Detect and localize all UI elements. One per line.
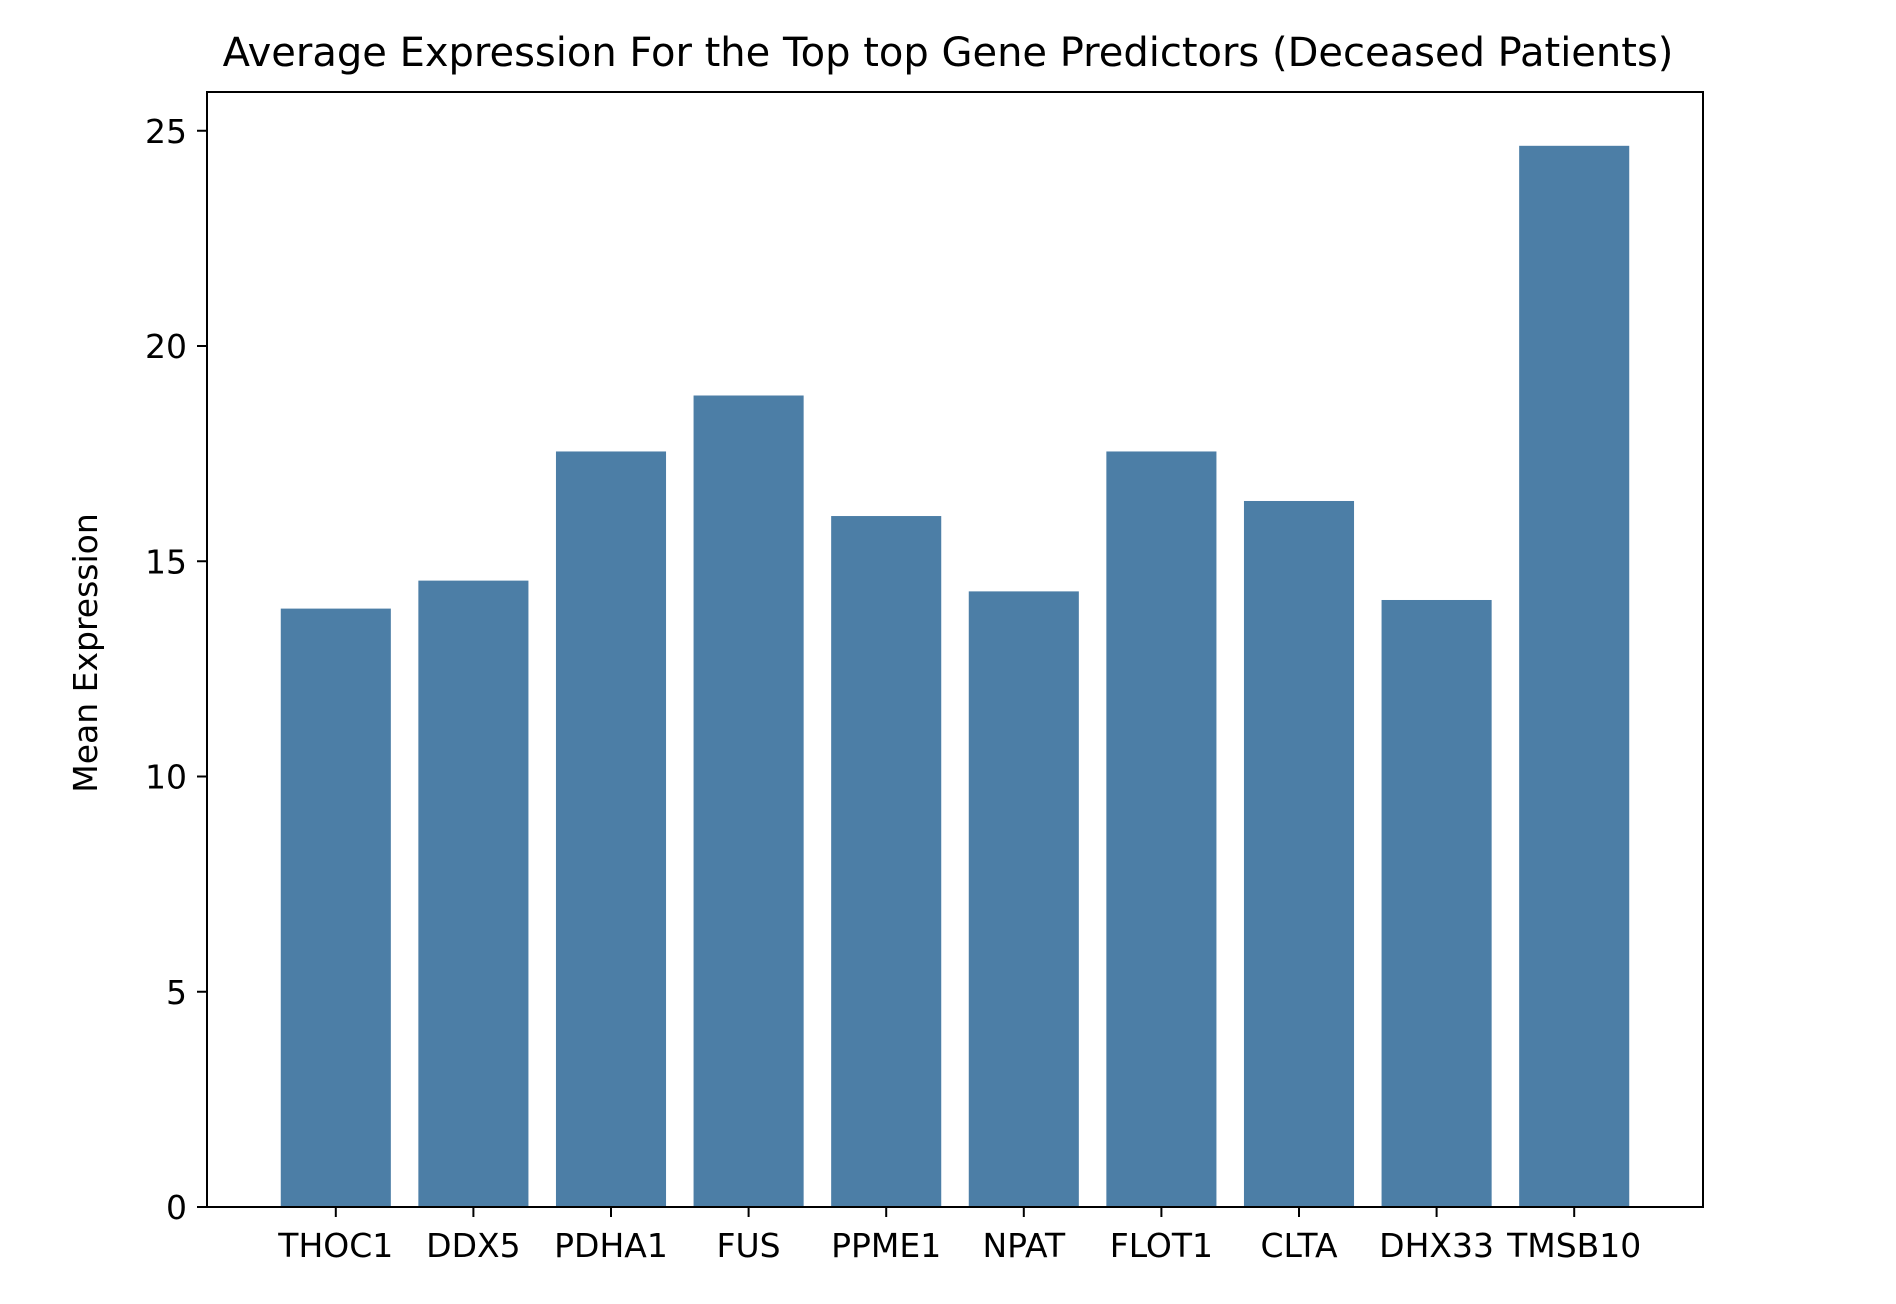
- x-tick-label: THOC1: [277, 1226, 393, 1265]
- x-tick-label: DDX5: [426, 1226, 520, 1265]
- y-tick-label: 10: [145, 758, 187, 797]
- x-tick-label: PDHA1: [554, 1226, 668, 1265]
- bar-pdha1: [555, 451, 667, 1208]
- bar-thoc1: [280, 608, 391, 1207]
- y-tick-label: 5: [166, 973, 187, 1012]
- bar-fus: [693, 395, 804, 1207]
- x-tick-label: NPAT: [982, 1226, 1065, 1265]
- x-tick-label: DHX33: [1379, 1226, 1494, 1265]
- x-tick-label: FLOT1: [1110, 1226, 1213, 1265]
- bar-npat: [968, 591, 1079, 1207]
- bar-ddx5: [418, 580, 529, 1207]
- bar-ppme1: [831, 516, 942, 1207]
- bar-tmsb10: [1519, 145, 1630, 1207]
- y-axis-label: Mean Expression: [66, 513, 105, 793]
- bars-layer: [280, 145, 1630, 1208]
- y-tick-label: 25: [145, 112, 187, 151]
- x-tick-label: FUS: [717, 1226, 781, 1265]
- plot-frame: [206, 91, 1704, 1208]
- bar-clta: [1243, 500, 1355, 1208]
- y-tick-label: 20: [145, 327, 187, 366]
- x-tick-label: TMSB10: [1506, 1226, 1641, 1265]
- x-axis: THOC1 DDX5 PDHA1 FUS PPME1 NPAT FLOT1 CLTA DHX33…: [277, 1207, 1641, 1265]
- y-axis: 0 5 10 15 20 25: [145, 112, 207, 1227]
- x-tick-label: CLTA: [1260, 1226, 1337, 1265]
- y-tick-label: 15: [145, 542, 187, 581]
- y-tick-label: 0: [166, 1188, 187, 1227]
- bar-flot1: [1106, 451, 1217, 1208]
- chart-title: Average Expression For the Top top Gene …: [223, 30, 1674, 76]
- bar-dhx33: [1381, 599, 1492, 1207]
- x-tick-label: PPME1: [831, 1226, 941, 1265]
